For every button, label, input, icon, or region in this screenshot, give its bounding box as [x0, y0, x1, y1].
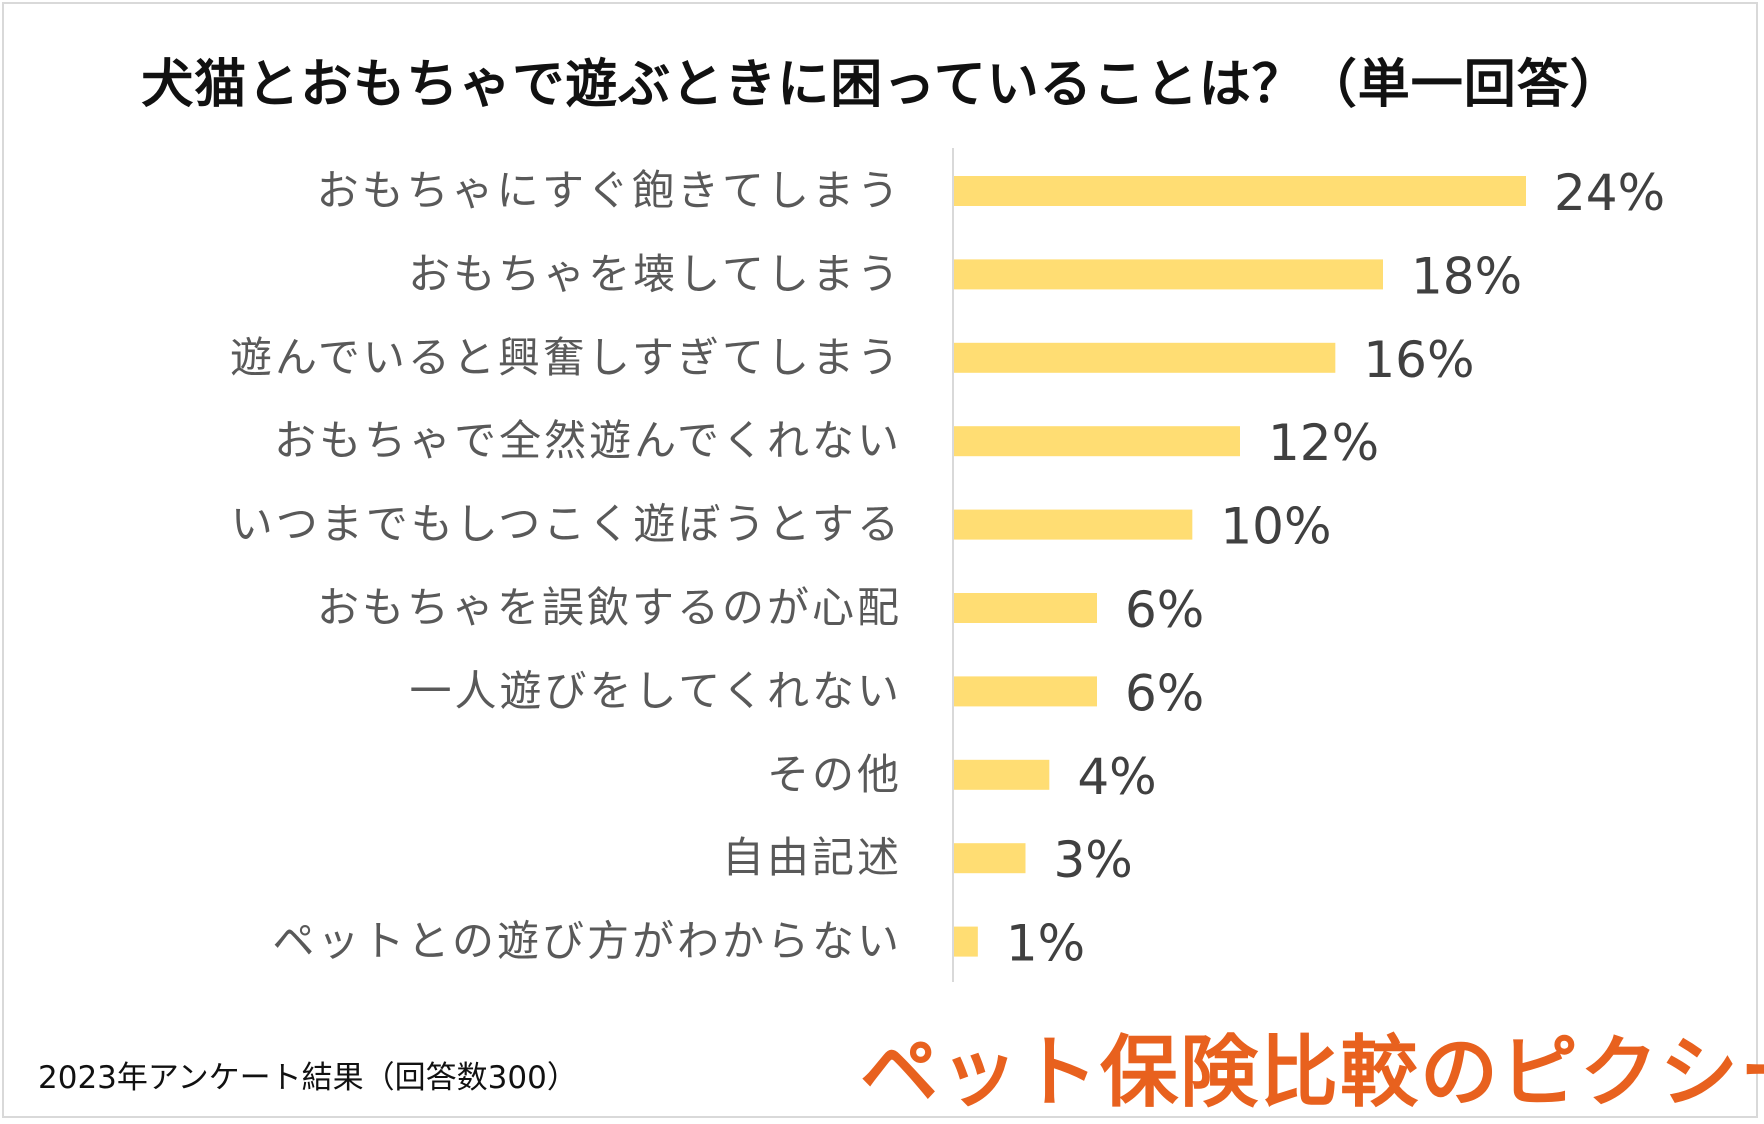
value-label: 6%: [1125, 664, 1204, 722]
bar: [954, 509, 1193, 540]
category-label: おもちゃを壊してしまう: [408, 249, 902, 298]
value-label: 24%: [1554, 164, 1665, 222]
category-label: 一人遊びをしてくれない: [410, 666, 902, 715]
value-label: 16%: [1363, 331, 1474, 389]
bar: [954, 926, 978, 957]
value-label: 1%: [1006, 915, 1085, 973]
bar: [954, 176, 1526, 206]
category-label: おもちゃで全然遊んでくれない: [274, 416, 902, 465]
category-label: いつまでもしつこく遊ぼうとする: [231, 500, 902, 549]
category-label: おもちゃを誤飲するのが心配: [317, 583, 902, 632]
bar: [954, 676, 1097, 707]
value-label: 6%: [1125, 581, 1204, 639]
value-label: 4%: [1077, 748, 1156, 806]
bar: [954, 759, 1050, 790]
category-label: その他: [767, 750, 902, 799]
value-label: 12%: [1268, 414, 1379, 472]
bar: [954, 259, 1383, 290]
bar: [954, 342, 1336, 373]
bar: [954, 843, 1026, 874]
category-label: おもちゃにすぐ飽きてしまう: [317, 166, 902, 215]
value-label: 10%: [1220, 498, 1331, 556]
category-label: ペットとの遊び方がわからない: [272, 917, 902, 966]
bar: [954, 426, 1240, 457]
brand-logo: ペット保険比較のピクシー: [860, 1028, 1764, 1118]
value-label: 3%: [1054, 831, 1133, 889]
survey-footnote: 2023年アンケート結果（回答数300）: [38, 1060, 578, 1096]
category-label: 自由記述: [722, 833, 902, 882]
value-label: 18%: [1411, 247, 1522, 305]
bar: [954, 593, 1097, 623]
category-label: 遊んでいると興奮しすぎてしまう: [230, 333, 902, 382]
chart-title: 犬猫とおもちゃで遊ぶときに困っていることは？（単一回答）: [141, 55, 1623, 115]
